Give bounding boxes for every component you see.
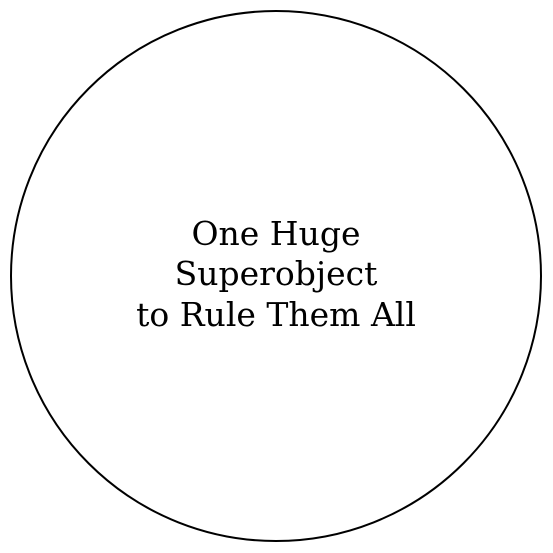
superobject-node: One Huge Superobject to Rule Them All [10, 10, 542, 542]
node-label-line-3: to Rule Them All [136, 295, 416, 334]
node-label-line-1: One Huge [191, 214, 360, 253]
node-label-line-2: Superobject [175, 254, 378, 293]
superobject-node-circle [10, 10, 542, 542]
